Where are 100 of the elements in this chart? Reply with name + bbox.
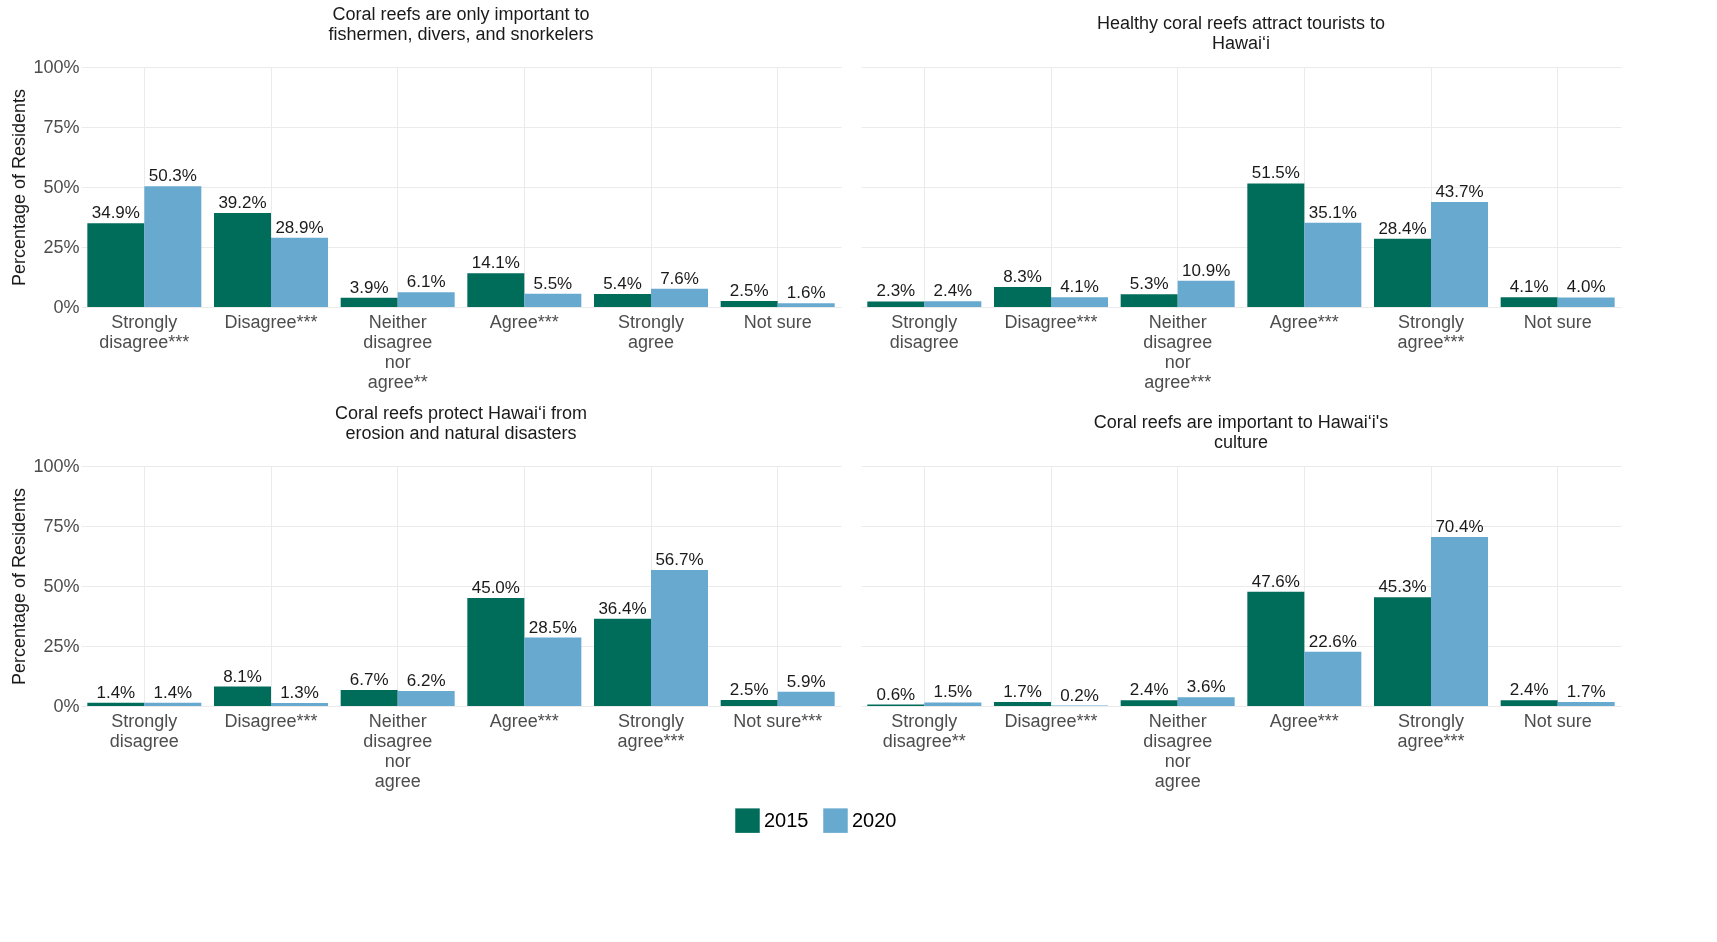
data-label: 7.6% xyxy=(660,268,699,288)
data-label: 1.5% xyxy=(933,682,973,702)
data-label: 2.4% xyxy=(1509,680,1549,700)
bar xyxy=(720,700,778,706)
data-label: 34.9% xyxy=(91,203,140,223)
data-label: 6.1% xyxy=(406,272,446,292)
data-label: 3.9% xyxy=(349,277,389,297)
data-label: 4.1% xyxy=(1509,277,1549,297)
y-tick-label: 0% xyxy=(53,695,80,716)
x-tick-label: Neither disagree nor agree xyxy=(1143,710,1213,791)
bar xyxy=(867,301,925,307)
data-label: 36.4% xyxy=(598,598,647,618)
x-tick-label: Agree*** xyxy=(489,311,559,332)
data-label: 4.1% xyxy=(1060,277,1099,297)
x-tick-label: Agree*** xyxy=(1269,710,1339,731)
x-tick-label: Not sure*** xyxy=(733,710,823,731)
bar xyxy=(651,569,708,706)
bar xyxy=(214,212,271,307)
bar xyxy=(1431,202,1488,307)
data-label: 1.6% xyxy=(786,283,826,303)
x-tick-label: Not sure xyxy=(743,311,812,332)
bar xyxy=(340,297,398,307)
bar xyxy=(924,301,982,307)
data-label: 2.5% xyxy=(729,680,769,699)
y-tick-label: 25% xyxy=(43,635,80,656)
bar xyxy=(144,186,202,307)
data-label: 8.1% xyxy=(223,666,262,686)
bar xyxy=(1247,183,1305,307)
x-tick-label: Neither disagree nor agree** xyxy=(363,311,433,392)
bar xyxy=(594,294,651,307)
bar xyxy=(524,293,582,307)
data-label: 6.2% xyxy=(406,671,446,691)
x-tick-label: Neither disagree nor agree xyxy=(363,710,433,791)
x-tick-label: Strongly disagree xyxy=(889,311,959,352)
x-tick-label: Neither disagree nor agree*** xyxy=(1143,311,1213,392)
bar xyxy=(1500,297,1558,307)
bar xyxy=(994,701,1051,706)
data-label: 3.6% xyxy=(1186,677,1226,697)
x-tick-label: Agree*** xyxy=(489,710,559,731)
data-label: 43.7% xyxy=(1435,182,1484,202)
bar xyxy=(214,686,271,706)
data-label: 0.2% xyxy=(1060,685,1099,705)
y-tick-label: 100% xyxy=(33,455,80,476)
y-tick-label: 75% xyxy=(43,515,80,536)
bar xyxy=(1374,597,1431,706)
data-label: 56.7% xyxy=(655,549,704,569)
data-label: 8.3% xyxy=(1003,267,1042,287)
data-label: 28.4% xyxy=(1378,218,1427,238)
data-label: 45.3% xyxy=(1378,577,1427,597)
data-label: 2.4% xyxy=(933,281,973,301)
chart-title: Coral reefs are important to Hawai‘i's culture xyxy=(1093,412,1389,452)
data-label: 2.3% xyxy=(876,281,916,301)
bar xyxy=(397,292,455,307)
bar xyxy=(467,273,525,307)
x-tick-label: Strongly agree*** xyxy=(1397,311,1465,352)
bar xyxy=(271,702,328,706)
bar xyxy=(1177,280,1235,307)
data-label: 14.1% xyxy=(471,253,520,273)
bar xyxy=(1120,700,1178,706)
x-tick-label: Disagree*** xyxy=(1004,311,1098,332)
x-tick-label: Agree*** xyxy=(1269,311,1339,332)
bar xyxy=(777,303,835,307)
bar xyxy=(720,301,778,307)
chart-title: Healthy coral reefs attract tourists to Hawai‘i xyxy=(1096,13,1386,53)
y-axis-title: Percentage of Residents xyxy=(9,487,30,686)
bar xyxy=(271,237,328,307)
bar xyxy=(87,223,145,307)
x-tick-label: Strongly disagree** xyxy=(882,710,966,751)
data-label: 1.3% xyxy=(280,682,319,702)
legend-label: 2015 xyxy=(764,808,809,831)
data-label: 47.6% xyxy=(1251,571,1300,591)
data-label: 10.9% xyxy=(1182,260,1231,280)
data-label: 39.2% xyxy=(218,192,267,212)
bar xyxy=(467,598,525,706)
data-label: 4.0% xyxy=(1566,277,1606,297)
data-label: 5.9% xyxy=(786,671,826,691)
y-tick-label: 25% xyxy=(43,236,80,257)
y-tick-label: 100% xyxy=(33,56,80,77)
data-label: 2.5% xyxy=(729,281,769,300)
data-label: 6.7% xyxy=(349,669,389,689)
x-tick-label: Disagree*** xyxy=(224,710,318,731)
y-tick-label: 0% xyxy=(53,296,80,317)
data-label: 5.4% xyxy=(603,274,642,294)
data-label: 5.5% xyxy=(533,273,573,293)
x-tick-label: Strongly disagree*** xyxy=(99,311,190,352)
x-tick-label: Strongly agree*** xyxy=(1397,710,1465,751)
bar xyxy=(1431,537,1488,706)
x-tick-label: Disagree*** xyxy=(1004,710,1098,731)
data-label: 1.7% xyxy=(1003,681,1042,701)
bar xyxy=(1177,697,1235,706)
bar xyxy=(1247,591,1305,706)
data-label: 2.4% xyxy=(1129,680,1169,700)
bar xyxy=(777,691,835,706)
y-tick-label: 50% xyxy=(43,575,80,596)
bar xyxy=(1557,701,1615,706)
data-label: 22.6% xyxy=(1308,631,1357,651)
data-label: 28.9% xyxy=(275,217,324,237)
x-tick-label: Strongly disagree xyxy=(109,710,179,751)
chart-title: Coral reefs are only important to fishermen, divers, and snorkelers xyxy=(328,4,594,44)
data-label: 5.3% xyxy=(1129,274,1169,294)
